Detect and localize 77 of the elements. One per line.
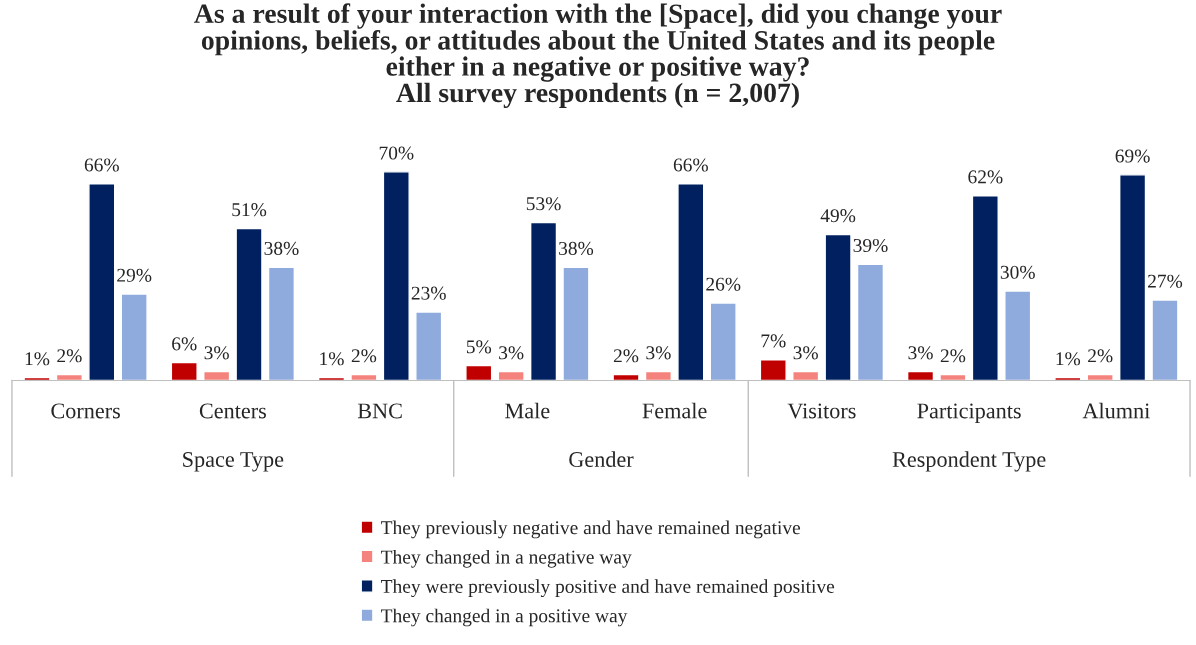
data-label: 1% [1056, 352, 1081, 366]
bar [644, 370, 673, 381]
bar [497, 370, 525, 381]
bar [856, 263, 885, 381]
data-label: 26% [706, 277, 741, 291]
data-label: 1% [320, 352, 344, 366]
bar [677, 183, 705, 381]
data-label: 3% [646, 346, 671, 360]
bar [88, 183, 116, 381]
data-label: 2% [57, 349, 82, 363]
data-label: 3% [499, 346, 524, 360]
data-label: 2% [351, 349, 377, 363]
bar [759, 358, 787, 381]
x-tick-label: Female [642, 402, 707, 419]
text: Respondent Type [892, 451, 1046, 472]
chart-title: As a result of your interaction with the [Space], did you change your opinions, beliefs, or attitudes about the United States and its people either in a negative or positive way? All survey respondents (n = 2,007) [194, 3, 1002, 108]
data-label: 51% [232, 203, 267, 217]
x-tick-label: Corners [51, 403, 120, 419]
bar [971, 195, 999, 381]
data-label: 2% [613, 349, 639, 363]
legend-label: They changed in a negative way [381, 549, 632, 568]
data-label: 49% [820, 209, 856, 223]
bar [415, 311, 443, 381]
data-label: 66% [673, 158, 708, 172]
data-label: 2% [1088, 349, 1113, 363]
bar [939, 373, 967, 381]
data-label: 38% [264, 241, 299, 256]
data-label: 23% [411, 286, 446, 300]
bar [350, 373, 378, 381]
x-tick-label: Participants [917, 403, 1021, 423]
data-label: 39% [853, 238, 888, 253]
data-label: 3% [793, 346, 818, 360]
bar [120, 293, 148, 381]
data-label: 3% [908, 346, 933, 360]
x-tick-label: Alumni [1082, 402, 1150, 419]
data-label: 30% [1000, 265, 1035, 279]
bar [55, 373, 83, 381]
x-tick-label: Visitors [787, 403, 856, 419]
x-tick-label: BNC [357, 403, 402, 419]
data-label: 7% [761, 334, 786, 348]
data-label: 70% [379, 146, 414, 160]
data-label: 69% [1115, 149, 1150, 163]
bar [612, 373, 640, 381]
bar [709, 302, 737, 381]
bar [235, 227, 263, 381]
data-label: 62% [968, 170, 1003, 184]
text: Gender [569, 451, 634, 467]
legend-label: They changed in a positive way [381, 608, 628, 627]
bar [792, 370, 820, 381]
data-label: 66% [84, 158, 119, 172]
text: Space Type [183, 452, 284, 472]
data-label: 38% [559, 241, 594, 256]
bar [1151, 299, 1179, 381]
data-label: 5% [466, 340, 492, 354]
data-label: 3% [204, 346, 229, 360]
data-label: 27% [1148, 274, 1183, 288]
bar [906, 370, 935, 381]
bar [382, 171, 410, 381]
bar [267, 266, 296, 381]
data-label: 29% [117, 268, 152, 282]
data-label: 2% [940, 349, 966, 363]
legend-label: They previously negative and have remained negative [381, 520, 801, 539]
bar [203, 370, 231, 381]
bar [562, 266, 590, 381]
bar [1119, 174, 1147, 381]
bar [170, 361, 198, 381]
bar [529, 221, 558, 381]
data-label: 53% [526, 197, 561, 211]
bar [1004, 290, 1032, 381]
x-tick-label: Male [505, 402, 550, 419]
bar [824, 233, 852, 381]
legend-label: They were previously positive and have remained positive [381, 579, 835, 597]
bar [1086, 373, 1114, 381]
x-tick-label: Centers [199, 403, 266, 419]
data-label: 1% [25, 352, 50, 366]
bar [465, 364, 493, 381]
data-label: 6% [172, 337, 197, 351]
